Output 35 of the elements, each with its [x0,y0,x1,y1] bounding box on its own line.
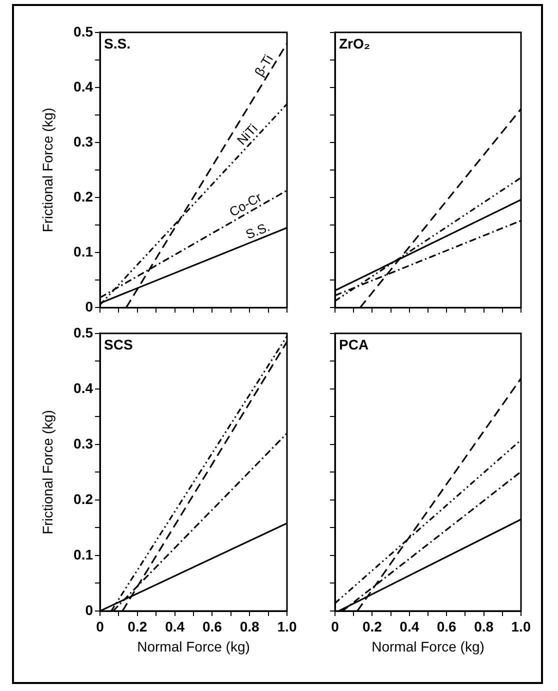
y-tick-label: 0.3 [74,435,94,452]
y-tick-label: 0 [85,602,94,618]
y-axis-title: Frictional Force (kg) [39,410,56,534]
y-tick-label: 0 [85,298,94,314]
x-tick-label: 0 [331,618,340,634]
y-tick-label: 0.4 [74,78,94,94]
x-axis-title: Normal Force (kg) [372,638,484,654]
y-tick-label: 0.2 [74,490,94,507]
chart-title: S.S. [104,35,130,52]
x-tick-label: 0.8 [474,618,494,634]
x-tick-label: 1.0 [277,618,297,634]
x-tick-label: 0.4 [165,618,185,634]
y-tick-label: 0.2 [74,188,94,204]
y-tick-label: 0.3 [74,133,94,150]
x-axis-title: Normal Force (kg) [137,638,250,654]
chart-title: PCA [339,336,369,352]
x-tick-label: 0.2 [362,618,382,634]
y-axis-title: Frictional Force (kg) [39,108,56,232]
x-tick-label: 0.6 [202,618,222,634]
x-tick-label: 0.2 [128,618,148,634]
chart-title: ZrO₂ [339,35,370,52]
text: Co-Cr [226,189,265,220]
y-tick-label: 0.5 [74,324,94,340]
y-tick-label: 0.1 [74,546,94,562]
x-tick-label: 1.0 [511,618,531,634]
y-tick-label: 0.1 [74,243,94,260]
x-tick-label: 0.6 [436,618,457,634]
text: NiTi [234,120,260,148]
text: S.S. [243,218,272,242]
y-tick-label: 0.5 [74,23,94,40]
x-tick-label: 0 [96,618,104,634]
chart-title: SCS [104,336,133,352]
x-tick-label: 0.8 [240,618,260,634]
x-tick-label: 0.4 [400,618,420,634]
y-tick-label: 0.4 [74,380,94,396]
